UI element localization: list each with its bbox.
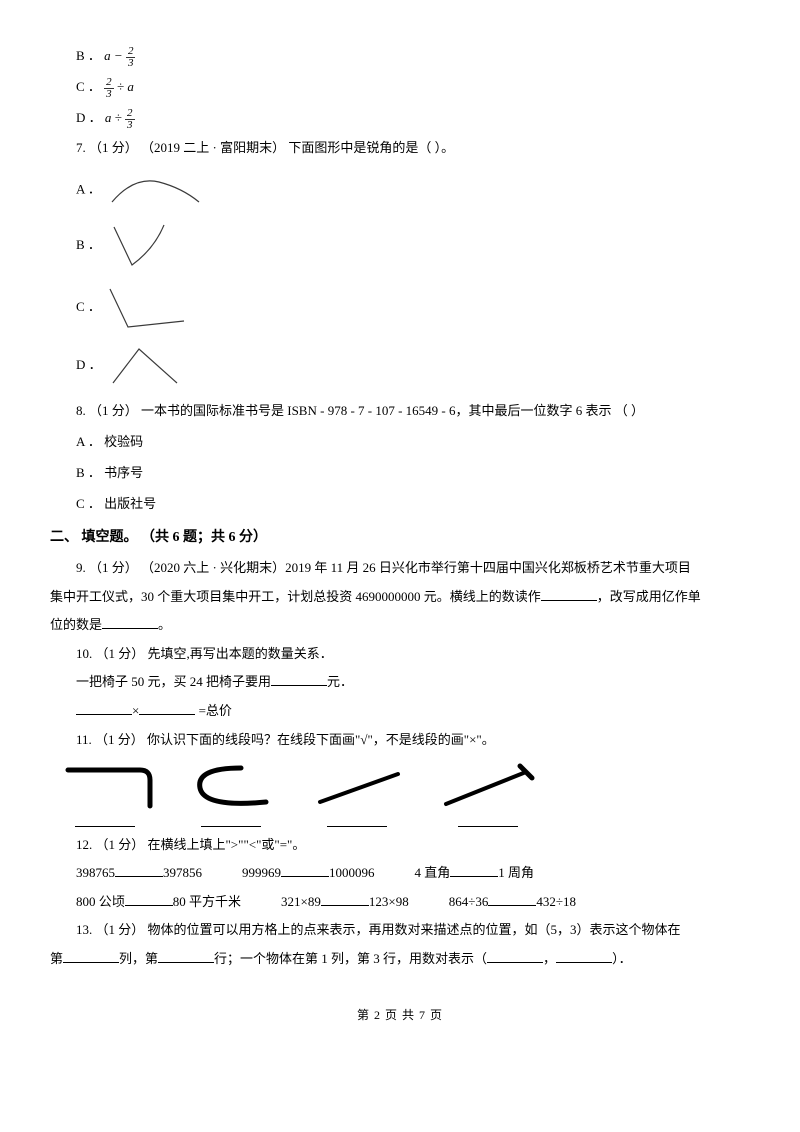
blank-input[interactable] — [321, 891, 369, 905]
corner-shape-icon — [50, 762, 160, 810]
compare-group: 4 直角1 周角 — [415, 859, 535, 888]
q8-option-a: A ． 校验码 — [50, 426, 750, 457]
q8-option-b: B ． 书序号 — [50, 457, 750, 488]
blank-input[interactable] — [327, 812, 387, 826]
s-curve-icon — [176, 762, 286, 810]
obtuse-angle-icon — [104, 283, 189, 333]
option-c-var: a — [127, 79, 134, 94]
segment-with-end-icon — [428, 762, 548, 810]
q10-line2: 一把椅子 50 元，买 24 把椅子要用元． — [50, 668, 750, 697]
blank-input[interactable] — [63, 949, 119, 963]
q11-fig-3 — [302, 762, 412, 826]
option-d-prefix: D ． — [76, 110, 102, 125]
option-d-fraction: 23 — [125, 108, 135, 131]
q12-stem: 12. （1 分） 在横线上填上">""<"或"="。 — [50, 831, 750, 860]
q7-option-d: D ． — [50, 343, 750, 389]
q12-row2: 800 公顷80 平方千米 321×89123×98 864÷36432÷18 — [50, 888, 750, 917]
q13-line2: 第列，第行；一个物体在第 1 列，第 3 行，用数对表示（，）． — [50, 945, 750, 974]
option-c: C ． 23 ÷ a — [50, 71, 750, 102]
q7-option-b: B ． — [50, 219, 750, 273]
blank-input[interactable] — [281, 863, 329, 877]
diag-line-icon — [302, 762, 412, 810]
compare-group: 321×89123×98 — [281, 888, 409, 917]
option-b-fraction: 23 — [126, 46, 136, 69]
blank-input[interactable] — [102, 615, 158, 629]
q11-figures-row — [50, 762, 750, 826]
blank-input[interactable] — [541, 586, 597, 600]
q7-option-a: A ． — [50, 172, 750, 209]
acute-angle-icon — [105, 343, 185, 389]
section-2-heading: 二、 填空题。 （共 6 题；共 6 分） — [50, 523, 750, 554]
blank-input[interactable] — [487, 949, 543, 963]
option-b-prefix: B ． — [76, 48, 101, 63]
arc-shape-icon — [104, 172, 204, 209]
blank-input[interactable] — [458, 812, 518, 826]
blank-input[interactable] — [271, 672, 327, 686]
q9-line3: 位的数是。 — [50, 611, 750, 640]
compare-group: 864÷36432÷18 — [449, 888, 576, 917]
blank-input[interactable] — [75, 812, 135, 826]
q12-row1: 398765397856 9999691000096 4 直角1 周角 — [50, 859, 750, 888]
blank-input[interactable] — [556, 949, 612, 963]
q7-option-c: C ． — [50, 283, 750, 333]
blank-input[interactable] — [201, 812, 261, 826]
page-footer: 第 2 页 共 7 页 — [50, 1002, 750, 1028]
compare-group: 398765397856 — [76, 859, 202, 888]
q10-line1: 10. （1 分） 先填空,再写出本题的数量关系． — [50, 640, 750, 669]
q8-stem: 8. （1 分） 一本书的国际标准书号是 ISBN - 978 - 7 - 10… — [50, 397, 750, 426]
blank-input[interactable] — [158, 949, 214, 963]
q8-option-c: C ． 出版社号 — [50, 488, 750, 519]
q10-line3: × =总价 — [50, 697, 750, 726]
option-c-fraction: 23 — [104, 77, 114, 100]
option-c-prefix: C ． — [76, 79, 101, 94]
blank-input[interactable] — [125, 891, 173, 905]
compare-group: 9999691000096 — [242, 859, 375, 888]
q11-fig-4 — [428, 762, 548, 826]
blank-input[interactable] — [115, 863, 163, 877]
blank-input[interactable] — [450, 863, 498, 877]
q11-stem: 11. （1 分） 你认识下面的线段吗？在线段下面画"√"，不是线段的画"×"。 — [50, 726, 750, 755]
q9-line2: 集中开工仪式，30 个重大项目集中开工，计划总投资 4690000000 元。横… — [50, 583, 750, 612]
blank-input[interactable] — [488, 891, 536, 905]
q11-fig-2 — [176, 762, 286, 826]
option-d: D ． a ÷ 23 — [50, 102, 750, 133]
compare-group: 800 公顷80 平方千米 — [76, 888, 241, 917]
blank-input[interactable] — [76, 701, 132, 715]
q7-stem: 7. （1 分） （2019 二上 · 富阳期末） 下面图形中是锐角的是（ ）。 — [50, 134, 750, 163]
q13-line1: 13. （1 分） 物体的位置可以用方格上的点来表示，再用数对来描述点的位置，如… — [50, 916, 750, 945]
q9-line1: 9. （1 分） （2020 六上 · 兴化期末）2019 年 11 月 26 … — [50, 554, 750, 583]
blank-input[interactable] — [139, 701, 195, 715]
hook-shape-icon — [104, 219, 184, 273]
q11-fig-1 — [50, 762, 160, 826]
option-b: B ． a − 23 — [50, 40, 750, 71]
